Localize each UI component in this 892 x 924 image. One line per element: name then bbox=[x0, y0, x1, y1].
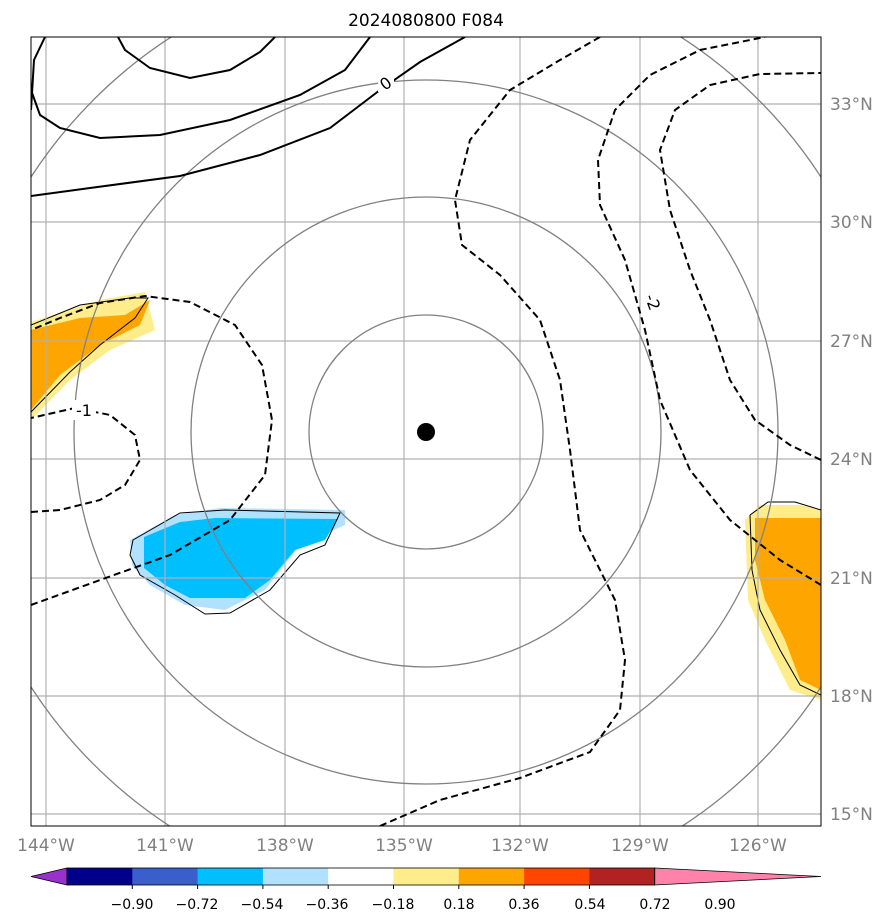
colorbar-tick-label: −0.90 bbox=[111, 897, 154, 913]
latitude-labels: 15°N 18°N 21°N 24°N 27°N 30°N 33°N bbox=[830, 95, 873, 825]
colorbar-extend-high bbox=[654, 867, 822, 886]
lon-label: 129°W bbox=[611, 836, 669, 856]
contour-zero bbox=[31, 37, 466, 197]
lon-label: 144°W bbox=[17, 836, 75, 856]
contour-neg-one-south bbox=[31, 294, 274, 606]
negative-anomaly-core bbox=[144, 518, 338, 598]
colorbar-tick-labels: −0.90 −0.72 −0.54 −0.36 −0.18 0.18 0.36 … bbox=[111, 897, 736, 913]
shaded-field bbox=[31, 292, 821, 700]
contour-neg-one-west bbox=[31, 406, 142, 513]
colorbar-segment bbox=[328, 868, 394, 885]
lat-label: 21°N bbox=[830, 569, 873, 589]
solid-contours bbox=[31, 37, 466, 197]
colorbar-tick-label: 0.90 bbox=[704, 897, 735, 913]
colorbar-frame bbox=[66, 867, 656, 886]
contour-label-bg bbox=[72, 400, 96, 420]
contour-neg-two bbox=[596, 37, 821, 586]
colorbar-segment bbox=[132, 868, 199, 885]
storm-center-marker bbox=[417, 423, 435, 441]
colorbar-segment bbox=[458, 868, 525, 885]
lon-label: 138°W bbox=[256, 836, 314, 856]
map-title: 2024080800 F084 bbox=[348, 11, 504, 31]
lat-label: 33°N bbox=[830, 95, 873, 115]
colorbar-segment bbox=[524, 868, 590, 885]
colorbar-segment bbox=[393, 868, 460, 885]
lat-lon-grid bbox=[31, 37, 821, 826]
colorbar bbox=[30, 867, 822, 889]
positive-anomaly-east-core bbox=[755, 518, 821, 690]
colorbar-tick-label: −0.18 bbox=[372, 897, 415, 913]
lat-label: 24°N bbox=[830, 450, 873, 470]
lat-label: 27°N bbox=[830, 332, 873, 352]
contour-neg-one-east bbox=[379, 37, 627, 826]
contour-label-neg-one: -1 bbox=[76, 401, 92, 420]
colorbar-tick-label: 0.54 bbox=[574, 897, 605, 913]
colorbar-segment bbox=[197, 868, 264, 885]
contour-neg-two-inner bbox=[658, 72, 821, 461]
lon-label: 126°W bbox=[729, 836, 787, 856]
colorbar-tick-label: −0.72 bbox=[176, 897, 219, 913]
colorbar-tick-label: 0.18 bbox=[443, 897, 474, 913]
range-rings bbox=[31, 37, 821, 826]
plot-frame bbox=[30, 36, 822, 827]
colorbar-tick-label: 0.36 bbox=[508, 897, 539, 913]
lat-label: 18°N bbox=[830, 687, 873, 707]
lon-label: 141°W bbox=[136, 836, 194, 856]
plot-area: 0 -1 -2 bbox=[31, 37, 821, 826]
contour-label-bg bbox=[378, 74, 394, 92]
contour-label-neg-two: -2 bbox=[641, 291, 664, 312]
colorbar-extend-low bbox=[30, 867, 68, 886]
colorbar-tick-label: −0.54 bbox=[241, 897, 284, 913]
colorbar-segment bbox=[589, 868, 656, 885]
colorbar-segment bbox=[67, 868, 133, 885]
lat-label: 15°N bbox=[830, 805, 873, 825]
lon-label: 132°W bbox=[491, 836, 549, 856]
longitude-labels: 144°W 141°W 138°W 135°W 132°W 129°W 126°… bbox=[17, 836, 787, 856]
shading-outlines bbox=[31, 297, 821, 696]
contour-label-bg bbox=[643, 290, 663, 314]
colorbar-segment bbox=[262, 868, 329, 885]
lat-label: 30°N bbox=[830, 213, 873, 233]
colorbar-tick-label: 0.72 bbox=[639, 897, 670, 913]
lon-label: 135°W bbox=[375, 836, 433, 856]
positive-anomaly-west-core bbox=[31, 300, 150, 410]
colorbar-tick-label: −0.36 bbox=[306, 897, 349, 913]
